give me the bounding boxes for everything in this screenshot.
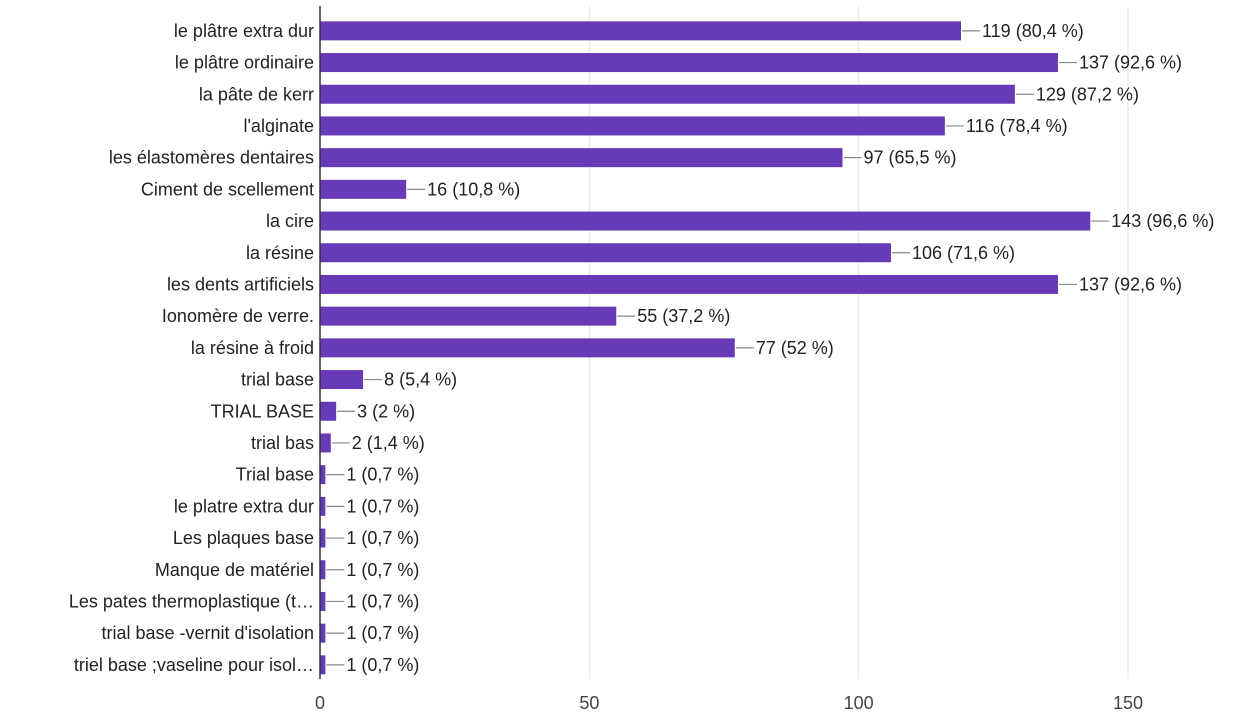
category-label: les élastomères dentaires (109, 148, 314, 168)
data-label: 55 (37,2 %) (637, 306, 730, 326)
category-label: la pâte de kerr (199, 84, 314, 104)
category-label: Ionomère de verre. (162, 306, 314, 326)
x-tick-label: 150 (1113, 693, 1143, 713)
data-label: 1 (0,7 %) (346, 528, 419, 548)
category-label: la cire (266, 211, 314, 231)
data-label: 137 (92,6 %) (1079, 274, 1182, 294)
bar (320, 528, 326, 548)
bar (320, 370, 364, 390)
labels: le plâtre extra dur 119 (80,4 %) le plâtre… (69, 21, 1214, 675)
category-label: trial bas (251, 433, 314, 453)
category-label: Manque de matériel (155, 560, 314, 580)
bar (320, 21, 962, 41)
category-label: Les pates thermoplastique (t… (69, 591, 314, 611)
x-tick-label: 50 (579, 693, 599, 713)
data-label: 129 (87,2 %) (1036, 84, 1139, 104)
category-label: la résine à froid (191, 338, 314, 358)
bar (320, 401, 337, 421)
bars (320, 21, 1091, 675)
category-label: le plâtre ordinaire (175, 53, 314, 73)
x-tick-label: 0 (315, 693, 325, 713)
data-label: 119 (80,4 %) (982, 21, 1084, 41)
category-label: le plâtre extra dur (174, 21, 314, 41)
category-label: trial base (241, 370, 314, 390)
category-label: Ciment de scellement (141, 179, 314, 199)
category-label: Trial base (236, 465, 314, 485)
data-label: 106 (71,6 %) (912, 243, 1015, 263)
data-label: 116 (78,4 %) (966, 116, 1068, 136)
data-label: 8 (5,4 %) (384, 370, 457, 390)
data-label: 1 (0,7 %) (346, 591, 419, 611)
category-label: triel base ;vaseline pour isol… (74, 655, 314, 675)
data-label: 1 (0,7 %) (346, 465, 419, 485)
bar (320, 211, 1091, 231)
category-label: Les plaques base (173, 528, 314, 548)
axes: 0 50 100 150 (315, 6, 1143, 713)
data-label: 3 (2 %) (357, 401, 415, 421)
bar (320, 116, 945, 136)
bar (320, 560, 326, 580)
category-label: trial base -vernit d'isolation (101, 623, 314, 643)
data-label: 1 (0,7 %) (346, 560, 419, 580)
bar (320, 306, 617, 326)
bar (320, 148, 843, 168)
bar (320, 53, 1058, 73)
bar (320, 465, 326, 485)
data-label: 97 (65,5 %) (864, 148, 957, 168)
data-label: 137 (92,6 %) (1079, 53, 1182, 73)
bar (320, 655, 326, 675)
bar (320, 623, 326, 643)
data-label: 1 (0,7 %) (346, 623, 419, 643)
data-label: 1 (0,7 %) (346, 655, 419, 675)
bar (320, 274, 1058, 294)
category-label: la résine (246, 243, 314, 263)
bar (320, 84, 1015, 104)
category-label: les dents artificiels (167, 274, 314, 294)
data-label: 143 (96,6 %) (1111, 211, 1214, 231)
bar (320, 179, 407, 199)
bar (320, 433, 331, 453)
bar (320, 591, 326, 611)
bar (320, 496, 326, 516)
category-label: l'alginate (244, 116, 315, 136)
data-label: 1 (0,7 %) (346, 496, 419, 516)
category-label: le platre extra dur (174, 496, 314, 516)
category-label: TRIAL BASE (211, 401, 314, 421)
bar (320, 338, 735, 358)
bar (320, 243, 891, 263)
data-label: 16 (10,8 %) (427, 179, 520, 199)
data-label: 77 (52 %) (756, 338, 834, 358)
x-tick-label: 100 (844, 693, 874, 713)
data-label: 2 (1,4 %) (352, 433, 425, 453)
